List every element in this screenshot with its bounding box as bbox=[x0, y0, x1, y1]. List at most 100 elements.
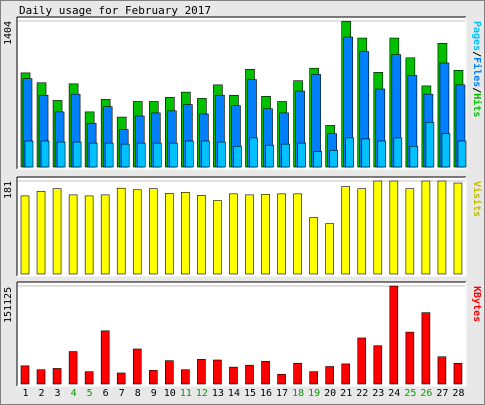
bar-pages-day-28 bbox=[457, 140, 467, 168]
bar-kbytes-day-17 bbox=[277, 373, 286, 385]
bar-pages-day-5 bbox=[88, 142, 98, 168]
bar-visits-day-11 bbox=[181, 192, 190, 275]
bar-pages-day-24 bbox=[393, 137, 403, 168]
bar-visits-day-18 bbox=[293, 193, 302, 275]
bar-pages-day-22 bbox=[361, 138, 371, 168]
bar-pages-day-11 bbox=[185, 140, 194, 168]
bar-pages-day-21 bbox=[345, 137, 355, 168]
bar-pages-day-8 bbox=[136, 142, 146, 168]
x-tick-label-day-9: 9 bbox=[150, 388, 157, 399]
x-tick-label-day-8: 8 bbox=[134, 388, 141, 399]
side-label-part: Files bbox=[471, 57, 482, 88]
bar-kbytes-day-4 bbox=[68, 351, 78, 385]
bar-pages-day-14 bbox=[233, 145, 242, 168]
bar-kbytes-day-13 bbox=[213, 359, 222, 385]
bar-visits-day-10 bbox=[165, 193, 174, 275]
x-tick-label-day-10: 10 bbox=[163, 388, 176, 399]
x-tick-label-day-2: 2 bbox=[38, 388, 45, 399]
bar-kbytes-day-20 bbox=[325, 366, 334, 385]
bar-pages-day-27 bbox=[441, 133, 451, 168]
bar-visits-day-21 bbox=[341, 186, 351, 275]
plot-area-visits bbox=[17, 177, 466, 276]
bar-kbytes-day-5 bbox=[84, 371, 94, 385]
bar-pages-day-23 bbox=[377, 140, 387, 168]
x-tick-label-day-1: 1 bbox=[22, 388, 29, 399]
x-tick-label-day-25: 25 bbox=[404, 388, 417, 399]
x-tick-label-day-16: 16 bbox=[260, 388, 273, 399]
bar-visits-day-2 bbox=[36, 190, 46, 275]
bar-visits-day-1 bbox=[20, 195, 30, 275]
bar-kbytes-day-2 bbox=[36, 369, 46, 385]
bar-kbytes-day-22 bbox=[357, 337, 367, 385]
x-tick-label-day-4: 4 bbox=[70, 388, 77, 399]
bar-visits-day-7 bbox=[116, 187, 126, 275]
x-tick-label-day-20: 20 bbox=[324, 388, 337, 399]
bar-kbytes-day-9 bbox=[148, 370, 158, 385]
bar-pages-day-4 bbox=[72, 141, 82, 168]
x-tick-label-day-11: 11 bbox=[179, 388, 192, 399]
bar-visits-day-20 bbox=[325, 223, 334, 275]
bar-pages-day-16 bbox=[265, 144, 274, 168]
x-tick-label-day-17: 17 bbox=[276, 388, 289, 399]
bar-kbytes-day-7 bbox=[116, 372, 126, 385]
bar-visits-day-13 bbox=[213, 200, 222, 275]
bar-pages-day-2 bbox=[40, 140, 50, 168]
x-tick-label-day-19: 19 bbox=[308, 388, 321, 399]
chart-title: Daily usage for February 2017 bbox=[19, 4, 212, 17]
bar-kbytes-day-16 bbox=[261, 361, 270, 385]
bar-kbytes-day-14 bbox=[229, 366, 238, 385]
bar-pages-day-17 bbox=[281, 143, 290, 168]
x-tick-label-day-12: 12 bbox=[195, 388, 208, 399]
side-label-part: Visits bbox=[471, 181, 482, 218]
bar-visits-day-23 bbox=[373, 180, 383, 275]
bar-kbytes-day-3 bbox=[52, 368, 62, 385]
bar-pages-day-9 bbox=[152, 142, 162, 168]
bar-kbytes-day-23 bbox=[373, 345, 383, 385]
x-tick-label-day-14: 14 bbox=[227, 388, 240, 399]
bar-kbytes-day-19 bbox=[309, 371, 318, 385]
bar-visits-day-4 bbox=[68, 194, 78, 275]
bar-visits-day-16 bbox=[261, 194, 270, 275]
bar-kbytes-day-12 bbox=[197, 359, 206, 385]
bar-kbytes-day-18 bbox=[293, 362, 302, 385]
x-tick-label-day-22: 22 bbox=[356, 388, 369, 399]
bar-pages-day-3 bbox=[56, 141, 66, 168]
bar-visits-day-17 bbox=[277, 193, 286, 275]
plot-area-kbytes bbox=[17, 282, 466, 386]
x-tick-label-day-3: 3 bbox=[54, 388, 61, 399]
bar-pages-day-26 bbox=[425, 121, 435, 168]
side-label-part: Hits bbox=[471, 93, 482, 118]
y-max-label-kbytes: 151125 bbox=[3, 286, 14, 323]
bar-visits-day-5 bbox=[84, 195, 94, 275]
bar-kbytes-day-6 bbox=[100, 330, 110, 385]
bar-visits-day-26 bbox=[421, 180, 431, 275]
bar-visits-day-24 bbox=[389, 180, 399, 275]
bar-visits-day-15 bbox=[245, 194, 254, 275]
bar-visits-day-8 bbox=[132, 189, 142, 275]
bar-kbytes-day-26 bbox=[421, 312, 431, 385]
bar-visits-day-28 bbox=[453, 182, 463, 275]
bar-pages-day-7 bbox=[120, 143, 130, 168]
bar-pages-day-12 bbox=[201, 140, 210, 168]
bar-kbytes-day-24 bbox=[389, 285, 399, 385]
bar-kbytes-day-21 bbox=[341, 363, 351, 385]
bar-kbytes-day-8 bbox=[132, 348, 142, 385]
bar-visits-day-22 bbox=[357, 188, 367, 275]
bar-pages-day-1 bbox=[24, 140, 34, 168]
x-tick-label-day-27: 27 bbox=[436, 388, 449, 399]
bar-visits-day-3 bbox=[52, 188, 62, 275]
y-max-label-hits-files-pages: 1404 bbox=[3, 21, 14, 46]
bar-visits-day-19 bbox=[309, 217, 318, 275]
bar-kbytes-day-25 bbox=[405, 331, 415, 385]
y-max-label-visits: 181 bbox=[3, 181, 14, 200]
bar-pages-day-20 bbox=[329, 150, 338, 168]
bar-visits-day-9 bbox=[148, 188, 158, 275]
bar-visits-day-27 bbox=[437, 180, 447, 275]
side-label-part: KBytes bbox=[471, 286, 482, 323]
side-label-hits-files-pages: Pages/Files/Hits bbox=[471, 21, 482, 117]
side-label-part: Pages bbox=[471, 21, 482, 52]
bar-visits-day-6 bbox=[100, 194, 110, 275]
side-label-kbytes: KBytes bbox=[471, 286, 482, 322]
